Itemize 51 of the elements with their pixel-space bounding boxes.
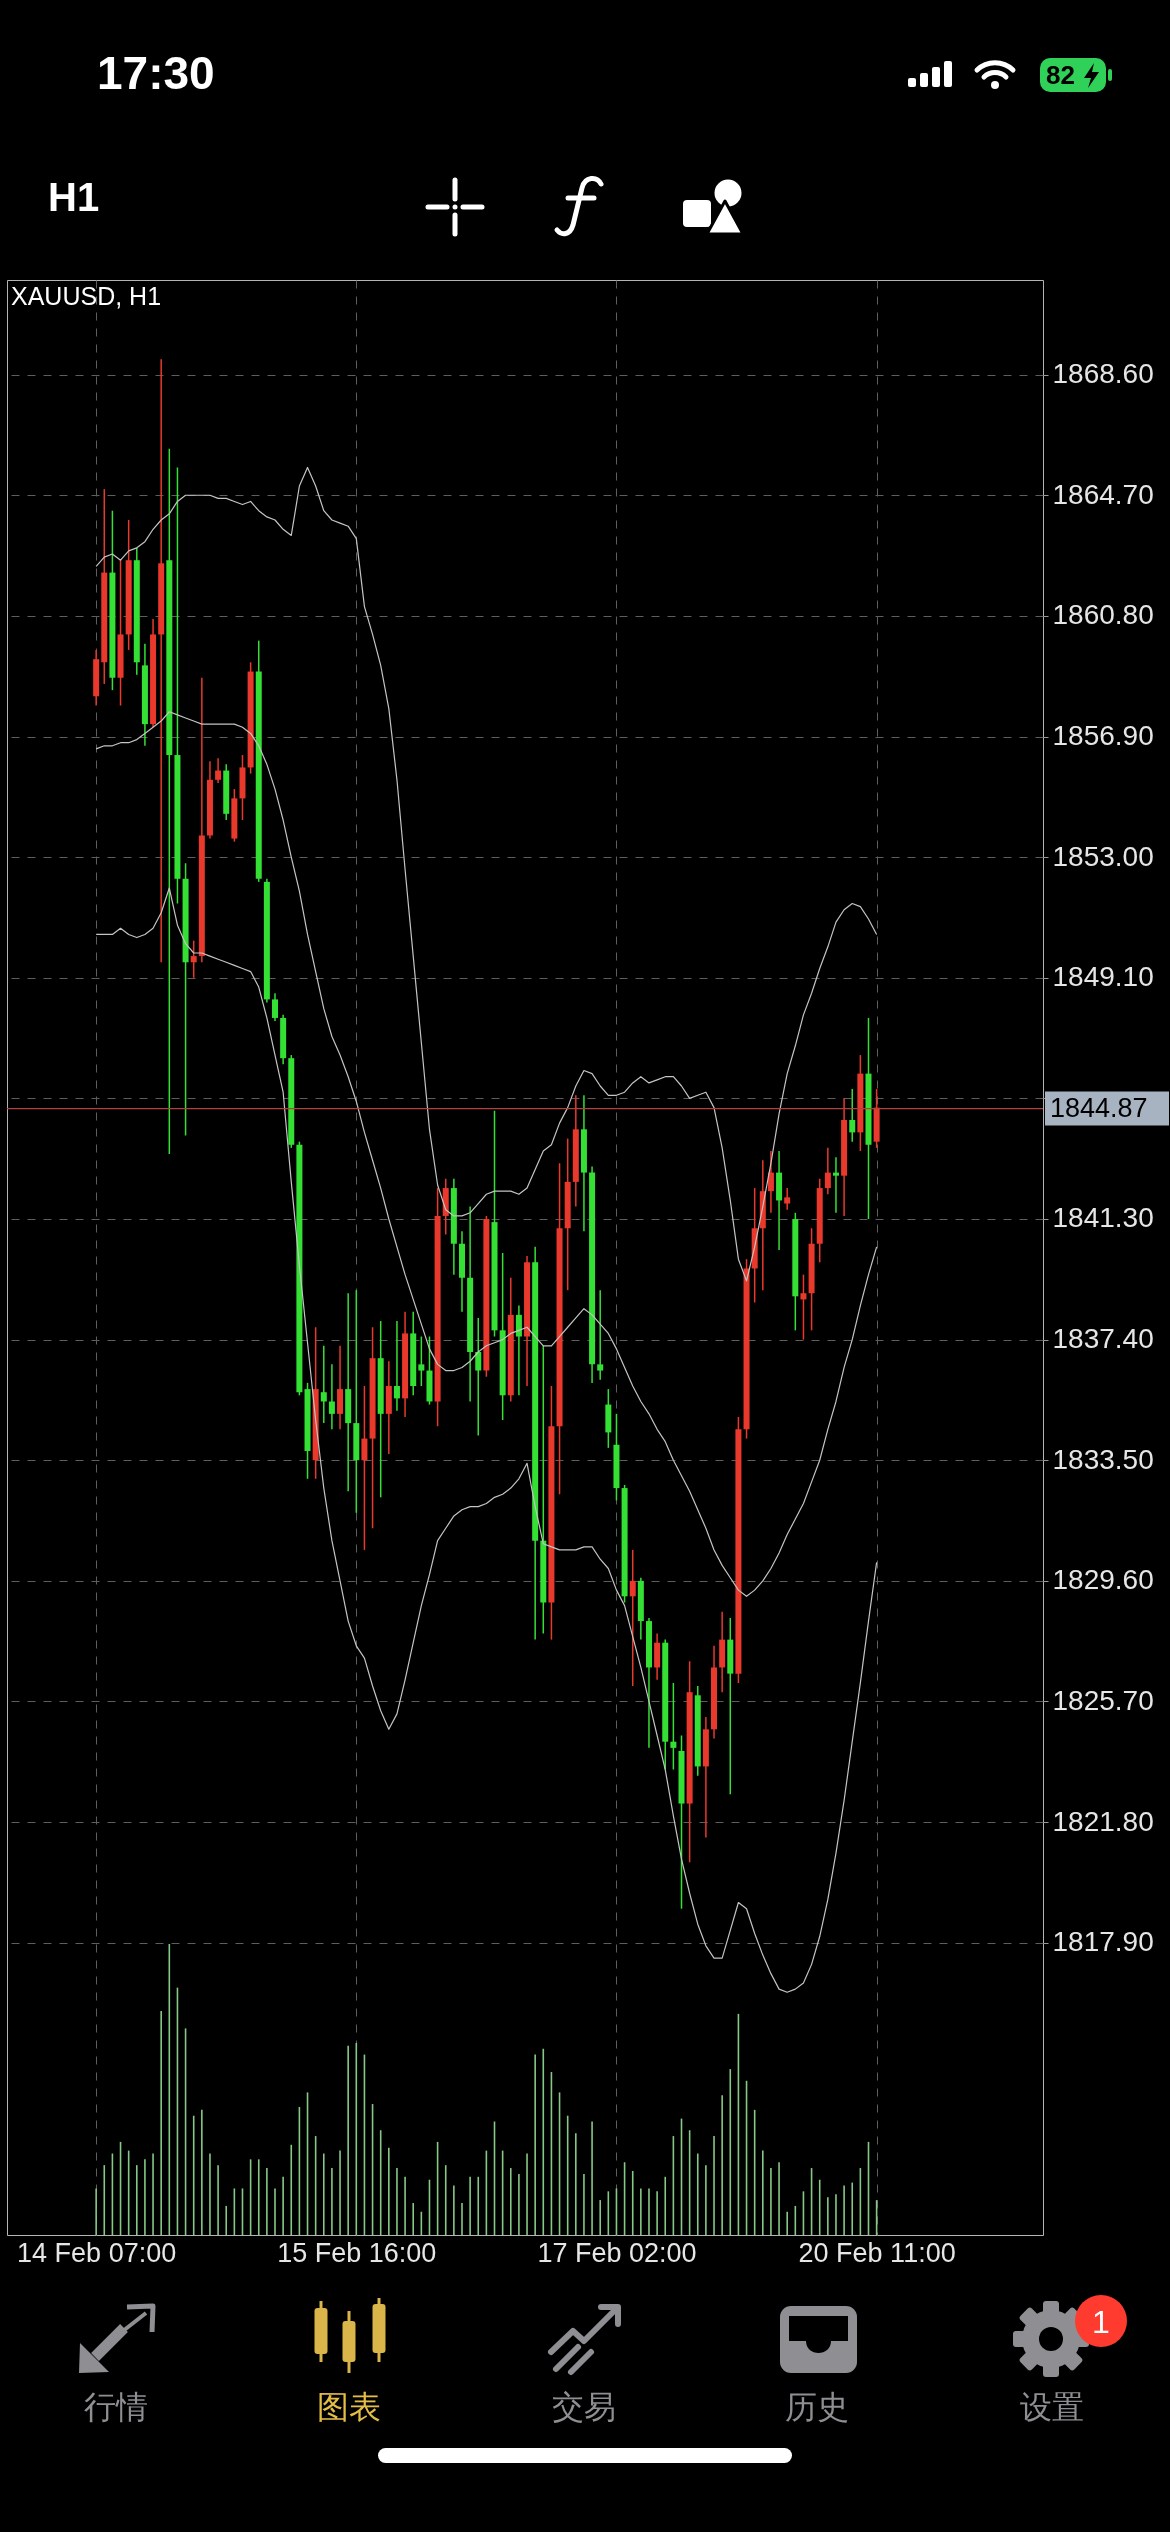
y-tick-label: 1841.30 — [1052, 1202, 1154, 1234]
candlestick — [767, 1150, 774, 1214]
candlestick — [475, 1317, 482, 1437]
text: 1 — [1092, 2304, 1110, 2340]
candlestick — [158, 358, 165, 964]
candlestick — [832, 1156, 839, 1214]
candlestick — [597, 1289, 604, 1381]
text: 行情 — [84, 2388, 148, 2426]
y-tick-label: 1856.90 — [1052, 720, 1154, 752]
y-tick-label: 1864.70 — [1052, 478, 1154, 510]
candlestick — [190, 939, 197, 979]
x-tick-label: 15 Feb 16:00 — [277, 2237, 437, 2268]
candlestick — [784, 1187, 791, 1211]
candlestick — [629, 1549, 636, 1687]
y-tick-label: 1837.40 — [1052, 1323, 1154, 1355]
chart-title: XAUUSD, H1 — [11, 282, 162, 310]
ref-line-label: 1844.87 — [1050, 1092, 1148, 1123]
text: 设置 — [1020, 2388, 1084, 2426]
y-tick-label: 1829.60 — [1052, 1564, 1154, 1596]
y-tick-label: 1860.80 — [1052, 599, 1154, 631]
candlestick — [320, 1345, 327, 1424]
line-series — [95, 887, 878, 1993]
candlestick — [824, 1147, 831, 1195]
line-series — [95, 466, 878, 1282]
candlestick — [418, 1335, 425, 1387]
candlestick — [515, 1304, 522, 1397]
text: 图表 — [317, 2388, 381, 2426]
candlestick — [272, 992, 278, 1022]
text: 17:30 — [97, 47, 215, 99]
text: 历史 — [785, 2388, 849, 2426]
y-tick-label: 1849.10 — [1052, 961, 1154, 993]
y-tick-label: 1825.70 — [1052, 1684, 1154, 1716]
text: H1 — [48, 175, 100, 219]
candlestick — [800, 1273, 807, 1341]
y-tick-label: 1868.60 — [1052, 358, 1154, 390]
x-tick-label: 14 Feb 07:00 — [17, 2237, 177, 2268]
y-tick-label: 1817.90 — [1052, 1926, 1154, 1958]
x-tick-label: 20 Feb 11:00 — [798, 2237, 956, 2268]
candlestick — [670, 1682, 677, 1771]
y-tick-label: 1833.50 — [1052, 1443, 1154, 1475]
x-tick-label: 17 Feb 02:00 — [537, 2237, 697, 2268]
text: 交易 — [552, 2388, 616, 2426]
candlestick — [849, 1088, 856, 1143]
y-tick-label: 1853.00 — [1052, 840, 1154, 872]
candlestick — [215, 757, 222, 784]
text: 82 — [1046, 60, 1075, 90]
line-series — [95, 711, 878, 1597]
candlestick — [328, 1363, 335, 1431]
y-tick-label: 1821.80 — [1052, 1805, 1154, 1837]
candlestick — [393, 1320, 400, 1412]
candlestick — [361, 1385, 368, 1551]
